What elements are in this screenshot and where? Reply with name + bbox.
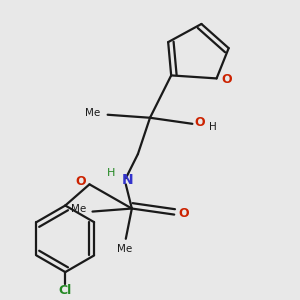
Text: O: O <box>76 176 86 188</box>
Text: H: H <box>209 122 217 132</box>
Text: O: O <box>195 116 205 129</box>
Text: Me: Me <box>71 204 86 214</box>
Text: H: H <box>106 168 115 178</box>
Text: Me: Me <box>117 244 132 254</box>
Text: O: O <box>178 207 189 220</box>
Text: Cl: Cl <box>59 284 72 297</box>
Text: O: O <box>222 74 232 86</box>
Text: Me: Me <box>85 108 100 118</box>
Text: N: N <box>122 173 133 187</box>
